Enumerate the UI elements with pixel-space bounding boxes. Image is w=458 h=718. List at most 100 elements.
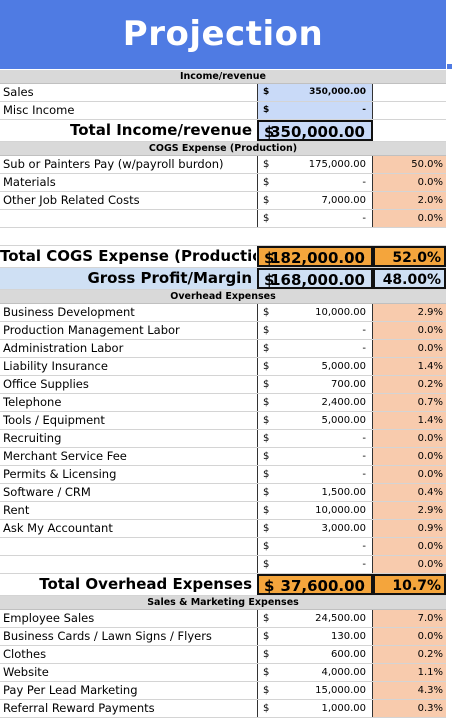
amount-cell[interactable]: $130.00 (257, 628, 373, 645)
currency-symbol: $ (263, 523, 270, 534)
percent-cell[interactable]: 0.0% (373, 628, 446, 645)
amount-cell[interactable]: $600.00 (257, 646, 373, 663)
amount-value: - (362, 177, 366, 188)
percent-cell[interactable]: 0.2% (373, 376, 446, 393)
row-label[interactable]: Misc Income (3, 103, 75, 117)
percent-cell[interactable]: 50.0% (373, 156, 446, 173)
amount-cell[interactable]: $ - (257, 174, 373, 191)
row-label[interactable]: Recruiting (3, 431, 62, 445)
row-label[interactable]: Office Supplies (3, 377, 89, 391)
amount-cell[interactable]: $10,000.00 (257, 502, 373, 519)
amount-cell[interactable]: $ - (257, 210, 373, 227)
row-label[interactable]: Clothes (3, 647, 47, 661)
row-label[interactable]: Business Cards / Lawn Signs / Flyers (3, 629, 212, 643)
amount-cell[interactable]: $700.00 (257, 376, 373, 393)
row-label[interactable]: Tools / Equipment (3, 413, 105, 427)
table-row: Office Supplies $700.00 0.2% (0, 376, 446, 394)
amount-cell[interactable]: $3,000.00 (257, 520, 373, 537)
percent-cell[interactable]: 0.0% (373, 210, 446, 227)
percent-cell[interactable]: 2.0% (373, 192, 446, 209)
amount-value: 10,000.00 (315, 505, 366, 516)
percent-cell[interactable]: 0.0% (373, 466, 446, 483)
percent-cell[interactable]: 4.3% (373, 682, 446, 699)
percent-cell[interactable]: 0.2% (373, 646, 446, 663)
percent-cell[interactable]: 2.9% (373, 502, 446, 519)
amount-cell[interactable]: $2,400.00 (257, 394, 373, 411)
percent-cell[interactable]: 1.4% (373, 358, 446, 375)
row-label[interactable]: Rent (3, 503, 30, 517)
percent-cell[interactable]: 0.0% (373, 448, 446, 465)
table-row: Software / CRM $1,500.00 0.4% (0, 484, 446, 502)
row-label[interactable]: Referral Reward Payments (3, 701, 155, 715)
total-amount-cell[interactable]: $182,000.00 (257, 246, 373, 267)
percent-cell[interactable]: 1.1% (373, 664, 446, 681)
amount-cell[interactable]: $10,000.00 (257, 304, 373, 321)
percent-cell[interactable]: 0.7% (373, 394, 446, 411)
amount-cell[interactable]: $5,000.00 (257, 358, 373, 375)
percent-cell[interactable]: 2.9% (373, 304, 446, 321)
row-label[interactable]: Materials (3, 175, 56, 189)
row-label[interactable] (3, 556, 256, 573)
total-label: Total COGS Expense (Production) (0, 247, 256, 265)
selection-handle[interactable] (447, 64, 452, 69)
amount-cell[interactable]: $ - (257, 340, 373, 357)
amount-cell[interactable]: $24,500.00 (257, 610, 373, 627)
total-percent-cell[interactable]: 10.7% (373, 574, 446, 595)
row-label[interactable]: Sub or Painters Pay (w/payroll burdon) (3, 157, 224, 171)
amount-cell[interactable]: $ - (257, 538, 373, 555)
amount-cell[interactable]: $ - (257, 556, 373, 573)
amount-value: 7,000.00 (321, 195, 366, 206)
amount-cell[interactable]: $ - (257, 448, 373, 465)
section-header: Overhead Expenses (0, 290, 446, 304)
percent-cell[interactable]: 0.0% (373, 340, 446, 357)
total-percent-cell[interactable]: 52.0% (373, 246, 446, 267)
row-label[interactable] (3, 538, 256, 555)
percent-cell[interactable]: 0.0% (373, 322, 446, 339)
section-header: COGS Expense (Production) (0, 142, 446, 156)
percent-cell[interactable]: 0.4% (373, 484, 446, 501)
amount-cell[interactable]: $ - (257, 466, 373, 483)
row-label[interactable]: Pay Per Lead Marketing (3, 683, 138, 697)
row-label[interactable]: Sales (3, 85, 34, 99)
percent-cell[interactable]: 0.0% (373, 538, 446, 555)
percent-cell[interactable]: 0.0% (373, 556, 446, 573)
row-label[interactable]: Permits & Licensing (3, 467, 117, 481)
gross-percent-cell[interactable]: 48.00% (373, 268, 446, 289)
row-label[interactable]: Telephone (3, 395, 62, 409)
row-label[interactable]: Liability Insurance (3, 359, 108, 373)
amount-cell[interactable]: $7,000.00 (257, 192, 373, 209)
percent-cell[interactable]: 0.3% (373, 700, 446, 717)
total-amount-cell[interactable]: $350,000.00 (257, 120, 373, 141)
row-label[interactable]: Ask My Accountant (3, 521, 113, 535)
percent-cell[interactable]: 7.0% (373, 610, 446, 627)
row-label[interactable]: Employee Sales (3, 611, 95, 625)
amount-cell[interactable]: $175,000.00 (257, 156, 373, 173)
currency-symbol: $ (263, 159, 270, 170)
amount-cell[interactable]: $ - (257, 430, 373, 447)
amount-cell[interactable]: $1,000.00 (257, 700, 373, 717)
percent-cell[interactable]: 0.0% (373, 430, 446, 447)
row-label[interactable]: Administration Labor (3, 341, 124, 355)
currency-symbol: $ (263, 667, 270, 678)
percent-cell[interactable]: 0.9% (373, 520, 446, 537)
amount-cell[interactable]: $ - (257, 102, 373, 119)
percent-cell[interactable]: 1.4% (373, 412, 446, 429)
amount-cell[interactable]: $5,000.00 (257, 412, 373, 429)
amount-cell[interactable]: $350,000.00 (257, 84, 373, 101)
percent-cell[interactable]: 0.0% (373, 174, 446, 191)
amount-cell[interactable]: $1,500.00 (257, 484, 373, 501)
amount-cell[interactable]: $4,000.00 (257, 664, 373, 681)
row-label[interactable]: Business Development (3, 305, 135, 319)
amount-cell[interactable]: $ - (257, 322, 373, 339)
amount-value: 700.00 (331, 379, 366, 390)
row-label[interactable]: Production Management Labor (3, 323, 180, 337)
row-label[interactable]: Website (3, 665, 49, 679)
row-label[interactable]: Merchant Service Fee (3, 449, 127, 463)
amount-cell[interactable]: $15,000.00 (257, 682, 373, 699)
row-label[interactable]: Software / CRM (3, 485, 91, 499)
row-label[interactable] (3, 210, 256, 227)
row-label[interactable]: Other Job Related Costs (3, 193, 140, 207)
gross-amount-cell[interactable]: $168,000.00 (257, 268, 373, 289)
currency-symbol: $ (263, 469, 270, 480)
total-amount-cell[interactable]: $37,600.00 (257, 574, 373, 595)
